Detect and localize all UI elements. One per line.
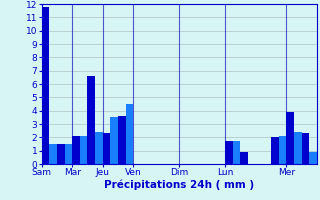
Bar [72, 136, 80, 164]
Bar [87, 76, 95, 164]
Bar [301, 133, 309, 164]
Bar [233, 141, 240, 164]
Bar [80, 136, 87, 164]
Bar [126, 104, 133, 164]
Bar [103, 133, 110, 164]
Bar [49, 144, 57, 164]
Bar [118, 116, 126, 164]
Bar [95, 132, 103, 164]
Bar [309, 152, 317, 164]
X-axis label: Précipitations 24h ( mm ): Précipitations 24h ( mm ) [104, 180, 254, 190]
Bar [286, 112, 294, 164]
Bar [271, 137, 279, 164]
Bar [240, 152, 248, 164]
Bar [294, 132, 301, 164]
Bar [57, 144, 65, 164]
Bar [225, 141, 233, 164]
Bar [42, 7, 49, 164]
Bar [110, 117, 118, 164]
Bar [279, 136, 286, 164]
Bar [65, 144, 72, 164]
